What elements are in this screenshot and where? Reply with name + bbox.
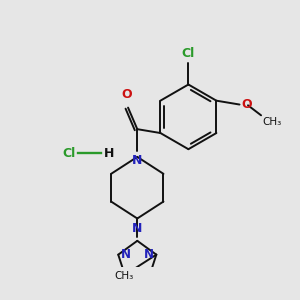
Text: Cl: Cl [63,146,76,160]
Text: O: O [121,88,132,101]
Text: N: N [132,222,142,235]
Text: CH₃: CH₃ [262,117,282,127]
Text: O: O [242,98,252,111]
Text: N: N [132,154,142,167]
Text: CH₃: CH₃ [114,271,133,281]
Text: N: N [144,248,154,261]
Text: N: N [121,248,130,261]
Text: H: H [104,146,114,160]
Text: Cl: Cl [182,47,195,60]
